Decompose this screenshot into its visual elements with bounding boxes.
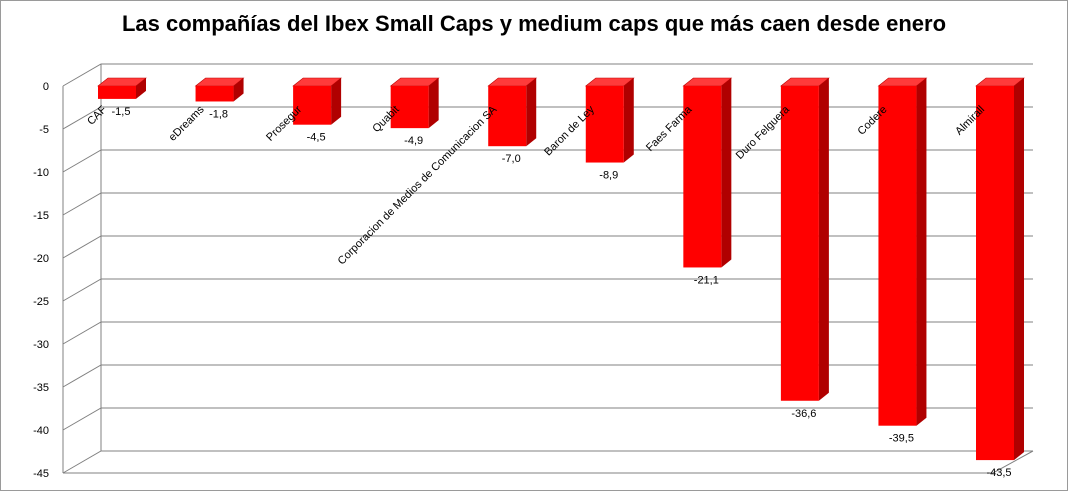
bar-front-face [390,86,429,129]
bar-front-face [585,86,624,163]
bar-front-face [195,86,234,102]
bar [975,77,1025,461]
bar-side-face [1014,78,1024,461]
bar-front-face [488,86,527,147]
chart-title: Las compañías del Ibex Small Caps y medi… [121,11,947,36]
bar-side-face [526,78,537,147]
bar-side-face [233,78,244,102]
floor-edge [63,450,1034,474]
bar-side-face [136,78,146,99]
y-tick-label: -45 [33,468,49,480]
data-label: -8,9 [599,170,618,182]
bar-side-face [721,78,732,268]
data-label: -7,0 [502,153,521,165]
data-label: -21,1 [694,274,719,286]
y-axis-ticks: 0 -5 -10 -15 -20 -25 -30 -35 -40 -45 [33,81,49,480]
bar [584,77,635,163]
y-tick-label: -25 [33,296,49,308]
data-labels: -1,5 -1,8 -4,5 -4,9 -7,0 -8,9 -21,1 -36,6 -39,5 -… [112,106,1012,479]
bar [682,77,733,268]
data-label: -1,5 [112,106,131,118]
gridlines [62,63,1034,474]
data-label: -39,5 [889,433,914,445]
y-tick-label: -30 [33,339,49,351]
bar-side-face [818,78,829,401]
bar-front-face [780,86,819,401]
data-label: -43,5 [986,467,1011,479]
bar-side-face [331,78,342,125]
bar-front-face [293,86,332,125]
bar [780,77,830,401]
y-tick-label: -20 [33,253,49,265]
y-tick-label: -10 [33,167,49,179]
data-label: -4,9 [404,135,423,147]
bar-side-face [428,78,439,129]
bar-front-face [98,86,136,99]
bar [487,77,538,147]
bar [97,77,147,99]
bar-front-face [878,86,917,426]
bar [389,77,440,129]
bar-side-face [916,78,927,426]
bar-front-face [976,86,1014,461]
bars [97,77,1025,461]
bar-front-face [683,86,722,268]
bar [877,77,928,426]
data-label: -4,5 [307,132,326,144]
data-label: -36,6 [791,408,816,420]
y-tick-label: -40 [33,425,49,437]
bar [292,77,342,125]
y-tick-label: -15 [33,210,49,222]
bar [194,77,245,102]
bar-side-face [623,78,634,163]
y-tick-label: 0 [43,81,49,93]
category-label: eDreams [167,103,207,143]
data-label: -1,8 [209,108,228,120]
y-tick-label: -35 [33,382,49,394]
gridline [62,450,1033,474]
y-tick-label: -5 [39,124,49,136]
